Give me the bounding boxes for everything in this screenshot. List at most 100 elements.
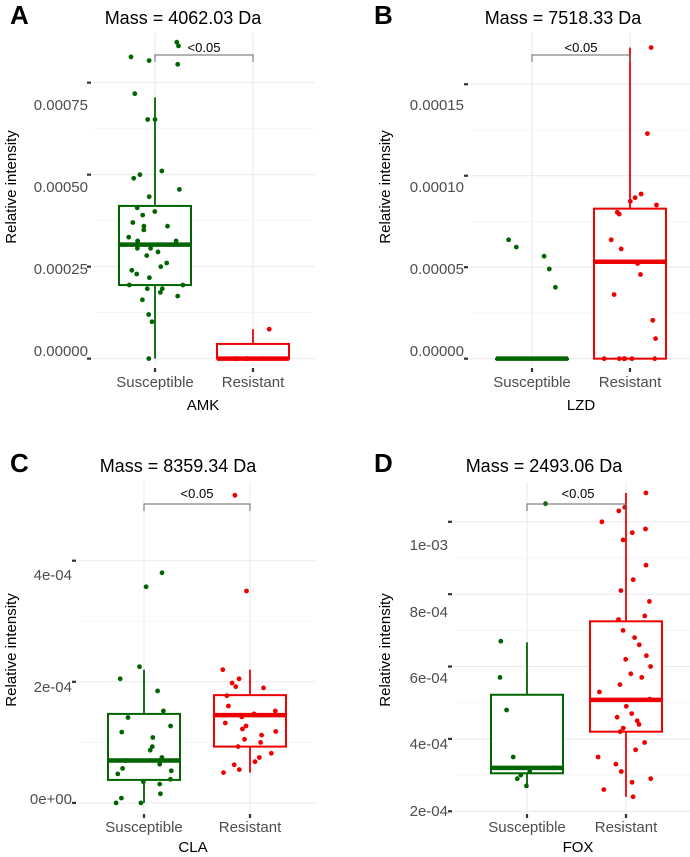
data-point [168, 723, 174, 729]
data-point [623, 703, 629, 709]
box-susceptible [495, 356, 569, 361]
panel-letter: B [374, 0, 393, 30]
data-point [252, 759, 258, 765]
panel-letter: A [10, 0, 29, 30]
data-point [146, 194, 152, 200]
data-point [155, 249, 161, 255]
data-point [222, 720, 228, 726]
data-point [131, 175, 137, 181]
data-point [155, 688, 161, 694]
data-point [553, 284, 558, 290]
box-susceptible [490, 642, 564, 785]
data-point [259, 732, 264, 738]
panel-title: Mass = 7518.33 Da [485, 8, 643, 28]
box-iqr [490, 693, 564, 775]
data-point [233, 356, 238, 361]
data-point [616, 356, 622, 362]
grid-layer [93, 33, 315, 366]
y-tick-label: 2e-04 [34, 679, 72, 696]
data-point [134, 205, 140, 211]
x-tick-label-susceptible: Susceptible [488, 819, 566, 836]
data-point [628, 671, 634, 677]
data-point [541, 253, 547, 259]
x-tick-label-resistant: Resistant [222, 374, 285, 391]
data-point [232, 492, 238, 498]
significance-bracket [154, 54, 254, 62]
x-tick-label-susceptible: Susceptible [493, 374, 571, 391]
data-point [141, 227, 147, 233]
data-point [638, 272, 643, 277]
data-point [123, 758, 129, 763]
data-point [645, 131, 650, 137]
data-point [165, 223, 170, 229]
x-axis-title: AMK [187, 397, 220, 414]
x-tick-label-resistant: Resistant [599, 374, 662, 391]
significance-label: <0.05 [188, 40, 221, 55]
panel-c: C Mass = 8359.34 Da Relative intensity C… [3, 448, 315, 856]
data-point [551, 765, 557, 771]
data-point [261, 685, 266, 691]
data-point [617, 682, 623, 687]
data-point [513, 244, 519, 250]
data-point [130, 220, 136, 225]
data-point [236, 676, 242, 682]
data-point [152, 117, 158, 122]
y-axis-title: Relative intensity [3, 130, 20, 244]
data-point [226, 703, 231, 709]
data-point [239, 714, 245, 720]
data-point [599, 519, 605, 525]
data-point [119, 729, 125, 735]
data-point [629, 356, 635, 362]
data-point [148, 245, 154, 251]
data-point [176, 43, 181, 49]
y-tick-label: 0.00000 [34, 343, 88, 360]
data-point [144, 253, 150, 258]
data-point [620, 628, 626, 633]
data-point [243, 723, 249, 729]
panel-letter: D [374, 448, 393, 478]
data-point [147, 275, 152, 281]
data-point [158, 290, 163, 295]
data-point [180, 282, 186, 288]
data-point [633, 747, 638, 753]
data-point [159, 168, 165, 174]
data-point [639, 675, 645, 680]
data-point [149, 319, 155, 325]
data-point [630, 794, 636, 800]
data-point [632, 635, 637, 640]
data-point [126, 282, 132, 288]
data-point [272, 708, 278, 714]
data-point [140, 779, 146, 785]
data-point [623, 656, 629, 662]
data-point [643, 490, 649, 496]
data-point [601, 787, 607, 792]
data-point [634, 718, 640, 724]
data-point [595, 754, 601, 760]
data-point [175, 61, 181, 67]
data-point [644, 653, 649, 659]
data-point [616, 617, 621, 622]
data-point [629, 779, 635, 785]
data-point [268, 750, 274, 756]
data-point [231, 762, 237, 768]
data-point [158, 791, 163, 797]
significance-label: <0.05 [181, 486, 214, 501]
data-point [129, 267, 135, 273]
data-point [159, 286, 165, 292]
data-point [643, 526, 648, 532]
y-tick-label: 0.00075 [34, 97, 88, 114]
data-point [174, 39, 180, 45]
data-point [527, 769, 533, 774]
data-point [518, 772, 524, 778]
box-iqr [589, 620, 663, 733]
data-point [242, 736, 247, 742]
data-point [141, 223, 147, 229]
data-point [618, 246, 624, 252]
data-point [159, 755, 165, 760]
data-point [608, 237, 614, 243]
box-iqr [107, 712, 181, 781]
x-tick-label-susceptible: Susceptible [116, 374, 194, 391]
x-tick-label-susceptible: Susceptible [105, 819, 183, 836]
data-point [636, 722, 642, 727]
y-tick-label: 6e-04 [410, 670, 448, 687]
